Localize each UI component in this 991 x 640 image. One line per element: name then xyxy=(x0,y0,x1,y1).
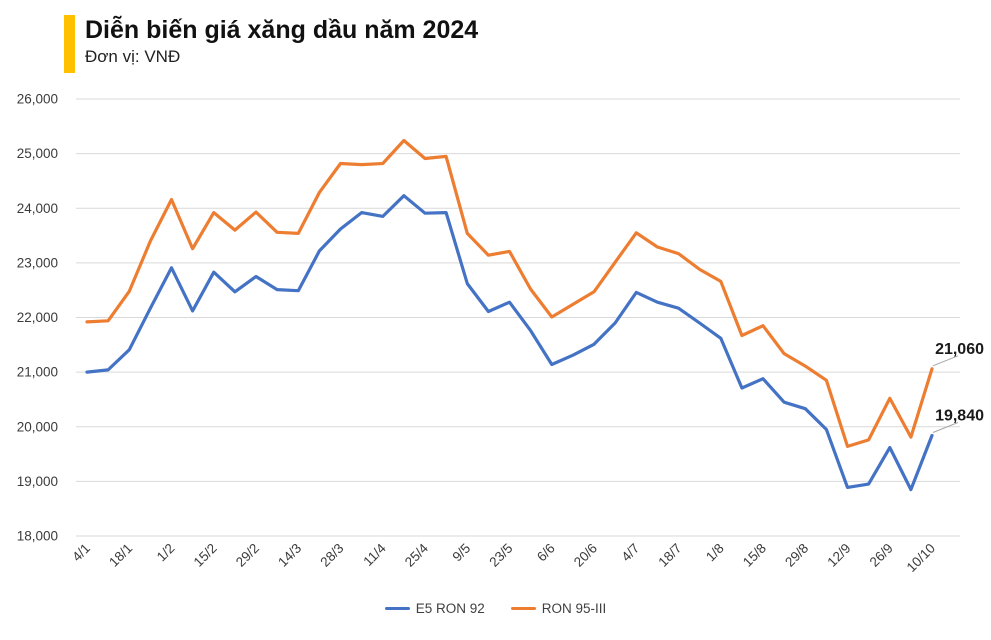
legend-label: RON 95-III xyxy=(541,601,607,616)
x-tick-label: 26/9 xyxy=(867,541,896,570)
x-tick-label: 15/2 xyxy=(191,541,220,570)
end-label-leader-line xyxy=(932,355,959,367)
series-line-e5-ron-92 xyxy=(85,194,934,492)
title-accent-bar xyxy=(64,15,75,73)
x-tick-label: 25/4 xyxy=(402,540,432,570)
x-tick-label: 15/8 xyxy=(740,541,769,570)
x-tick-label: 18/1 xyxy=(106,541,135,570)
x-tick-label: 14/3 xyxy=(275,541,304,570)
x-tick-label: 20/6 xyxy=(571,541,600,570)
x-tick-label: 29/8 xyxy=(782,541,811,570)
y-tick-label: 21,000 xyxy=(17,365,58,380)
chart-title: Diễn biến giá xăng dầu năm 2024 xyxy=(85,16,479,44)
legend-label: E5 RON 92 xyxy=(415,601,485,616)
y-tick-label: 25,000 xyxy=(17,146,58,161)
legend-line-marker xyxy=(510,607,536,610)
y-tick-label: 26,000 xyxy=(17,92,58,107)
x-tick-label: 4/7 xyxy=(618,541,642,565)
chart-header: Diễn biến giá xăng dầu năm 2024 Đơn vị: … xyxy=(64,15,478,73)
y-tick-label: 24,000 xyxy=(17,201,58,216)
y-tick-label: 19,000 xyxy=(17,474,58,489)
end-value-label: 21,060 xyxy=(935,341,984,358)
y-tick-label: 22,000 xyxy=(17,310,58,325)
x-tick-label: 4/1 xyxy=(69,541,93,565)
x-tick-label: 1/8 xyxy=(703,541,727,565)
x-axis-labels: 4/1 18/1 1/2 15/2 29/2 14/3 28/3 11/4 25/4 9/5 23/… xyxy=(69,540,938,575)
x-tick-label: 28/3 xyxy=(317,541,346,570)
x-tick-label: 11/4 xyxy=(360,540,389,569)
legend-item-e5-ron-92: E5 RON 92 xyxy=(384,601,485,616)
x-tick-label: 1/2 xyxy=(154,541,178,565)
x-tick-label: 9/5 xyxy=(449,541,473,565)
y-tick-label: 23,000 xyxy=(17,255,58,270)
y-tick-label: 18,000 xyxy=(17,529,58,544)
end-value-label: 19,840 xyxy=(935,407,984,424)
legend-item-ron-95-iii: RON 95-III xyxy=(510,601,607,616)
y-axis-labels: 26,000 25,000 24,000 23,000 22,000 21,000 20,0… xyxy=(17,92,58,544)
x-tick-label: 6/6 xyxy=(534,541,558,565)
x-tick-label: 12/9 xyxy=(824,541,853,570)
x-tick-label: 29/2 xyxy=(233,541,262,570)
x-tick-label: 18/7 xyxy=(655,541,684,570)
chart-unit-label: Đơn vị: VNĐ xyxy=(85,47,181,66)
end-label-leader-line xyxy=(932,422,959,433)
y-tick-label: 20,000 xyxy=(17,419,58,434)
legend-line-marker xyxy=(384,607,410,610)
chart-legend: E5 RON 92 RON 95-III xyxy=(0,601,991,616)
gridlines xyxy=(76,98,960,537)
x-tick-label: 10/10 xyxy=(904,541,939,576)
x-tick-label: 23/5 xyxy=(486,541,515,570)
series-line-ron-95-iii xyxy=(85,138,934,448)
